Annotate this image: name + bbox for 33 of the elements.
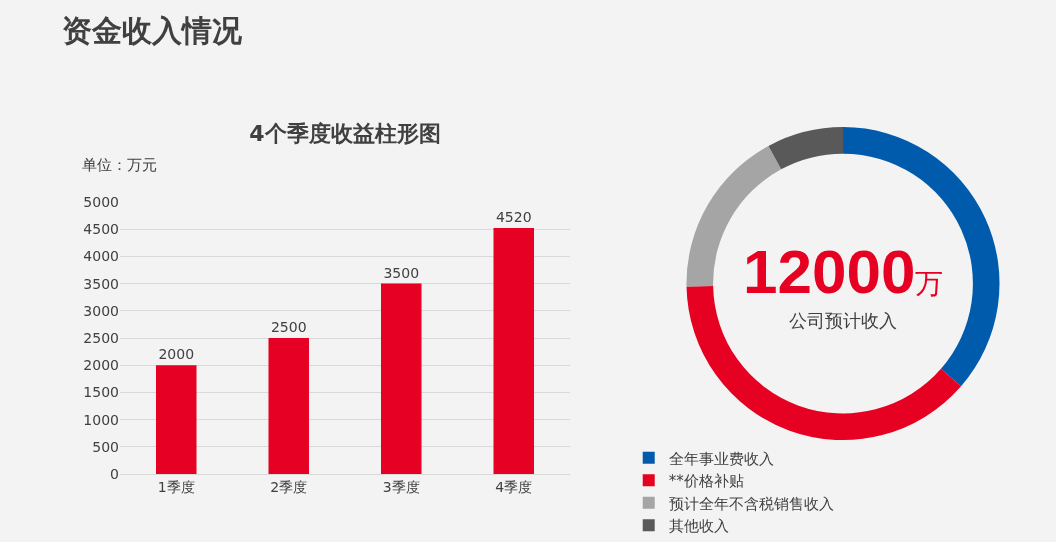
y-tick-label: 2500 [83,329,119,346]
data-label: 2500 [270,319,307,335]
y-tick-label: 4500 [83,221,119,238]
y-tick-label: 3000 [83,302,119,319]
bar [268,338,309,474]
chart-title: 4个季度收益柱形图 [249,120,441,146]
text: 资金收入情况 [62,13,243,48]
text: 12000万 [743,237,944,306]
text: 单位：万元 [82,156,157,174]
x-tick-label: 1季度 [157,478,195,495]
y-tick-label: 2000 [83,357,119,374]
y-tick-label: 5000 [83,193,119,210]
bar [156,365,197,474]
x-tick-label: 3季度 [382,478,420,495]
legend-label: **价格补贴 [668,472,744,491]
bar [381,283,422,474]
bar [493,228,534,474]
legend-label: 预计全年不含税销售收入 [668,494,834,513]
y-tick-label: 1500 [83,384,119,401]
y-tick-label: 1000 [83,411,119,428]
data-label: 3500 [383,264,420,281]
legend-label: 全年事业费收入 [668,449,774,468]
y-tick-label: 4000 [83,248,119,265]
donut-slice [768,127,843,170]
legend-label: 其他收入 [668,517,729,536]
data-label: 4520 [495,209,532,226]
y-tick-label: 0 [110,465,119,482]
x-tick-label: 2季度 [270,478,308,495]
x-tick-label: 4季度 [495,478,533,495]
data-label: 2000 [158,346,195,363]
y-tick-label: 3500 [83,275,119,292]
y-tick-label: 500 [92,438,119,455]
text: 公司预计收入 [789,310,897,331]
